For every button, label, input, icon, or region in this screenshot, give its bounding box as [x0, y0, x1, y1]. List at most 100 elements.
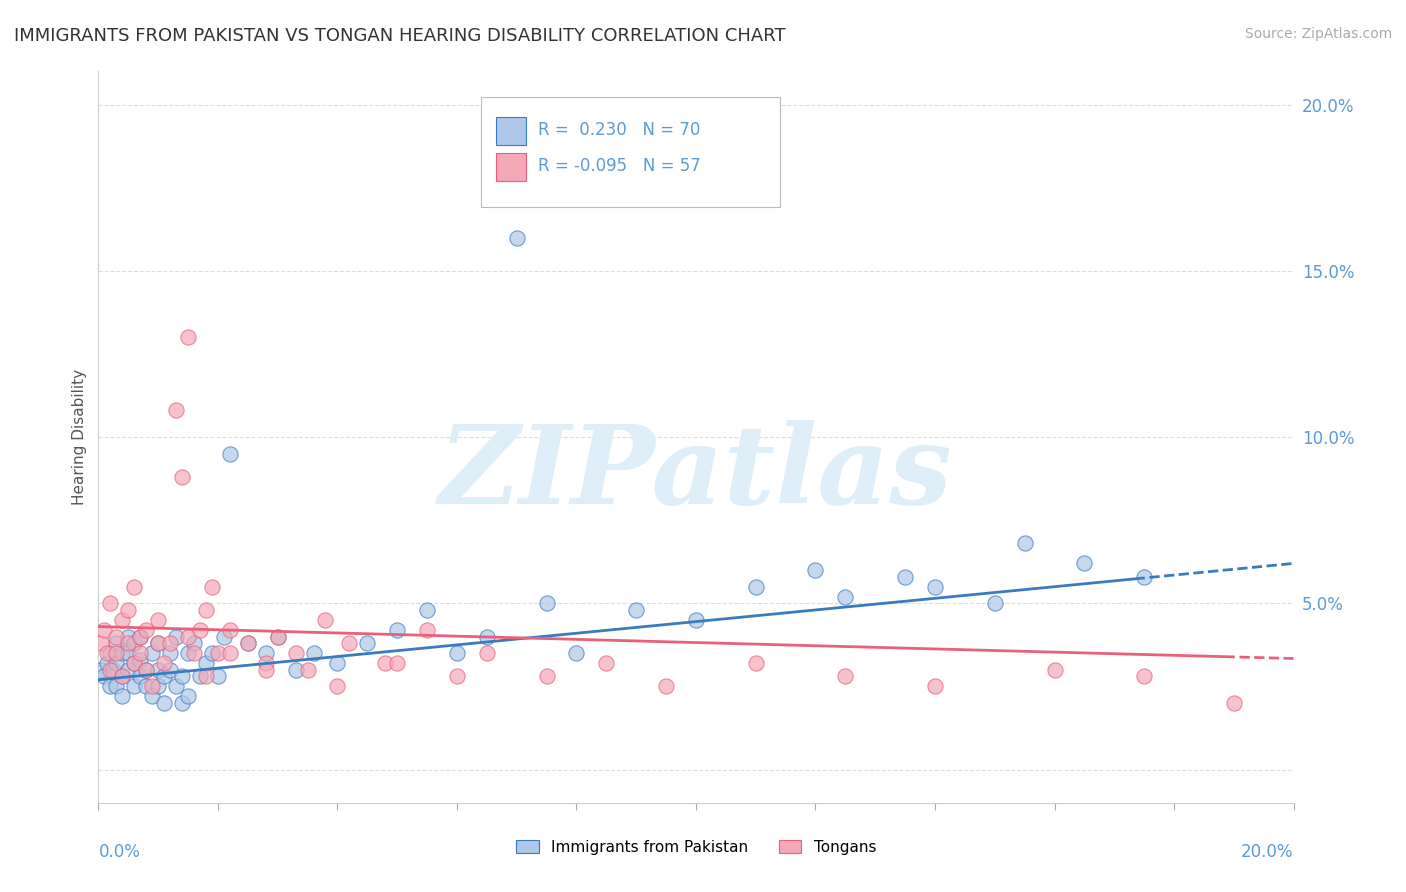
Point — [326, 656, 349, 670]
Point — [98, 680, 122, 694]
Point — [212, 630, 235, 644]
Point — [117, 663, 139, 677]
Point — [141, 680, 163, 694]
Point — [177, 646, 200, 660]
Point — [159, 663, 181, 677]
Point — [195, 669, 218, 683]
Point — [201, 646, 224, 660]
Point — [236, 636, 259, 650]
Point — [416, 623, 439, 637]
Point — [98, 663, 122, 677]
Point — [111, 646, 134, 660]
Point — [159, 636, 181, 650]
Point — [195, 603, 218, 617]
Point — [103, 663, 125, 677]
Point — [105, 656, 128, 670]
Point — [834, 669, 856, 683]
Point — [96, 656, 118, 670]
Point — [685, 613, 707, 627]
Text: ZIPatlas: ZIPatlas — [439, 420, 953, 527]
Point — [254, 646, 277, 660]
Point — [111, 613, 134, 627]
Point — [984, 596, 1007, 610]
Point — [117, 630, 139, 644]
Point — [201, 580, 224, 594]
Point — [124, 656, 146, 670]
Point — [111, 669, 134, 683]
Point — [804, 563, 827, 577]
Point — [254, 663, 277, 677]
Point — [195, 656, 218, 670]
Point — [124, 680, 146, 694]
Point — [267, 630, 290, 644]
Point — [1133, 669, 1156, 683]
Point — [506, 230, 529, 244]
Point — [219, 447, 242, 461]
Point — [177, 630, 200, 644]
Point — [148, 636, 170, 650]
Point — [924, 580, 946, 594]
Point — [159, 646, 181, 660]
Text: IMMIGRANTS FROM PAKISTAN VS TONGAN HEARING DISABILITY CORRELATION CHART: IMMIGRANTS FROM PAKISTAN VS TONGAN HEARI… — [14, 27, 786, 45]
Point — [177, 690, 200, 704]
Point — [188, 623, 211, 637]
Point — [834, 590, 856, 604]
Point — [315, 613, 337, 627]
Point — [141, 690, 163, 704]
Point — [536, 669, 558, 683]
Point — [135, 680, 157, 694]
Point — [172, 669, 194, 683]
Point — [446, 646, 468, 660]
Point — [135, 623, 157, 637]
Point — [129, 646, 152, 660]
Point — [141, 646, 163, 660]
Point — [655, 680, 678, 694]
Point — [326, 680, 349, 694]
Point — [93, 623, 115, 637]
Point — [475, 646, 498, 660]
Point — [385, 623, 409, 637]
Point — [297, 663, 319, 677]
Point — [90, 636, 112, 650]
Point — [153, 669, 176, 683]
Point — [124, 656, 146, 670]
Point — [111, 669, 134, 683]
Point — [105, 636, 128, 650]
Point — [117, 636, 139, 650]
Point — [153, 696, 176, 710]
Point — [135, 663, 157, 677]
Point — [111, 690, 134, 704]
Point — [124, 636, 146, 650]
Point — [165, 680, 187, 694]
Point — [1133, 570, 1156, 584]
Point — [148, 663, 170, 677]
Point — [207, 669, 229, 683]
Point — [129, 669, 152, 683]
Point — [117, 646, 139, 660]
Point — [284, 663, 307, 677]
Point — [172, 696, 194, 710]
Point — [356, 636, 378, 650]
Point — [177, 330, 200, 344]
Point — [105, 680, 128, 694]
Point — [374, 656, 396, 670]
Point — [446, 669, 468, 683]
Point — [129, 630, 152, 644]
Point — [236, 636, 259, 650]
Point — [117, 603, 139, 617]
Point — [93, 669, 115, 683]
Point — [135, 663, 157, 677]
Text: R = -0.095   N = 57: R = -0.095 N = 57 — [538, 158, 702, 176]
Point — [183, 646, 205, 660]
Point — [284, 646, 307, 660]
Point — [745, 580, 768, 594]
Point — [745, 656, 768, 670]
Legend: Immigrants from Pakistan, Tongans: Immigrants from Pakistan, Tongans — [509, 834, 883, 861]
Point — [129, 653, 152, 667]
Point — [565, 646, 588, 660]
Point — [153, 656, 176, 670]
Point — [90, 663, 112, 677]
Point — [98, 596, 122, 610]
Point — [207, 646, 229, 660]
FancyBboxPatch shape — [496, 153, 526, 181]
